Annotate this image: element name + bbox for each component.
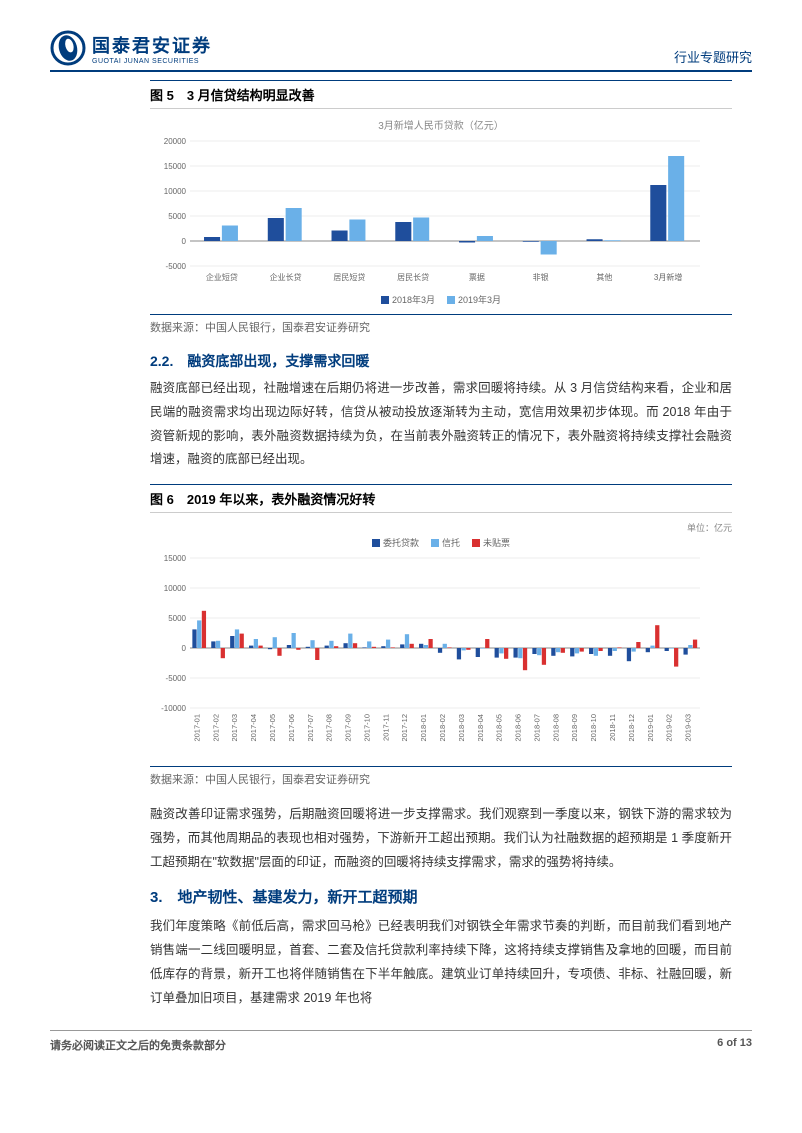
svg-text:2018-06: 2018-06 (514, 714, 523, 742)
svg-text:-10000: -10000 (161, 704, 186, 713)
svg-text:2017-05: 2017-05 (268, 714, 277, 742)
svg-text:票据: 票据 (469, 272, 485, 282)
svg-text:2017-08: 2017-08 (325, 714, 334, 742)
fig6-title: 图 6 2019 年以来，表外融资情况好转 (150, 484, 732, 513)
fig5-source: 数据来源：中国人民银行，国泰君安证券研究 (150, 314, 732, 335)
svg-text:2018-09: 2018-09 (570, 714, 579, 742)
fig6-legend-item-0: 委托贷款 (372, 536, 419, 549)
svg-text:2019-01: 2019-01 (646, 714, 655, 742)
fig6-legend-label-0: 委托贷款 (383, 536, 419, 549)
svg-text:2017-01: 2017-01 (192, 714, 201, 742)
fig5-legend-label-0: 2018年3月 (392, 293, 435, 306)
svg-text:0: 0 (182, 644, 187, 653)
para-after-fig6: 融资改善印证需求强势，后期融资回暖将进一步支撑需求。我们观察到一季度以来，钢铁下… (150, 803, 732, 874)
svg-text:10000: 10000 (164, 187, 187, 196)
svg-text:-5000: -5000 (166, 674, 187, 683)
fig5-subtitle: 3月新增人民币贷款（亿元） (150, 117, 732, 132)
logo-block: 国泰君安证券 GUOTAI JUNAN SECURITIES (50, 30, 212, 66)
fig6-source: 数据来源：中国人民银行，国泰君安证券研究 (150, 766, 732, 787)
svg-text:2018-01: 2018-01 (419, 714, 428, 742)
fig6-svg: -10000 -5000 0 5000 10000 15000 2017-01 2017-02… (150, 553, 710, 753)
fig5-legend-label-1: 2019年3月 (458, 293, 501, 306)
svg-text:2017-12: 2017-12 (400, 714, 409, 742)
section-2-2-heading: 2.2. 融资底部出现，支撑需求回暖 (150, 351, 732, 371)
svg-text:3月新增: 3月新增 (654, 272, 682, 282)
svg-text:2017-11: 2017-11 (381, 714, 390, 741)
svg-text:非银: 非银 (533, 272, 549, 282)
section-2-2-para: 融资底部已经出现，社融增速在后期仍将进一步改善，需求回暖将持续。从 3 月信贷结… (150, 377, 732, 472)
svg-text:-5000: -5000 (166, 262, 187, 271)
svg-text:2018-02: 2018-02 (438, 714, 447, 742)
fig6-legend-item-1: 信托 (431, 536, 460, 549)
fig5-legend-item-1: 2019年3月 (447, 293, 501, 306)
page-footer: 请务必阅读正文之后的免责条款部分 6 of 13 (50, 1030, 752, 1053)
fig5-legend: 2018年3月 2019年3月 (150, 293, 732, 306)
svg-text:2018-08: 2018-08 (551, 714, 560, 742)
svg-text:0: 0 (182, 237, 187, 246)
section-3-para: 我们年度策略《前低后高，需求回马枪》已经表明我们对钢铁全年需求节奏的判断，而目前… (150, 915, 732, 1010)
section-3-heading: 3. 地产韧性、基建发力，新开工超预期 (150, 886, 732, 907)
svg-text:2017-02: 2017-02 (211, 714, 220, 742)
svg-text:2017-10: 2017-10 (362, 714, 371, 742)
fig6-legend: 委托贷款 信托 未贴票 (150, 536, 732, 549)
fig5-svg: -5000 0 5000 10000 15000 20000 企业短贷 企业长贷 居民短贷 居民长… (150, 136, 710, 286)
svg-text:2018-11: 2018-11 (608, 714, 617, 741)
svg-text:15000: 15000 (164, 554, 187, 563)
svg-text:2018-10: 2018-10 (589, 714, 598, 742)
page-header: 国泰君安证券 GUOTAI JUNAN SECURITIES 行业专题研究 (50, 30, 752, 72)
svg-text:20000: 20000 (164, 137, 187, 146)
svg-text:2017-06: 2017-06 (287, 714, 296, 742)
footer-disclaimer: 请务必阅读正文之后的免责条款部分 (50, 1037, 226, 1053)
svg-text:2017-04: 2017-04 (249, 714, 258, 742)
header-category: 行业专题研究 (674, 47, 752, 66)
svg-text:企业长贷: 企业长贷 (270, 272, 302, 282)
svg-text:2019-02: 2019-02 (665, 714, 674, 742)
svg-text:2018-03: 2018-03 (457, 714, 466, 742)
fig6-legend-item-2: 未贴票 (472, 536, 510, 549)
footer-page-number: 6 of 13 (717, 1037, 752, 1053)
svg-text:2017-03: 2017-03 (230, 714, 239, 742)
svg-text:2018-05: 2018-05 (495, 714, 504, 742)
fig6-legend-label-1: 信托 (442, 536, 460, 549)
svg-text:5000: 5000 (168, 212, 186, 221)
fig5-legend-item-0: 2018年3月 (381, 293, 435, 306)
svg-text:2018-12: 2018-12 (627, 714, 636, 742)
fig6-legend-label-2: 未贴票 (483, 536, 510, 549)
svg-text:其他: 其他 (596, 272, 612, 282)
fig6-unit: 单位：亿元 (150, 521, 732, 534)
svg-text:企业短贷: 企业短贷 (206, 272, 238, 282)
svg-text:居民短贷: 居民短贷 (333, 272, 365, 282)
logo-cn-text: 国泰君安证券 (92, 32, 212, 58)
logo-en-text: GUOTAI JUNAN SECURITIES (92, 58, 212, 65)
company-logo-icon (50, 30, 86, 66)
svg-text:2019-03: 2019-03 (684, 714, 693, 742)
svg-text:2018-04: 2018-04 (476, 714, 485, 742)
fig5-title: 图 5 3 月信贷结构明显改善 (150, 80, 732, 109)
svg-text:居民长贷: 居民长贷 (397, 272, 429, 282)
svg-text:2018-07: 2018-07 (532, 714, 541, 742)
fig6-chart: 单位：亿元 委托贷款 信托 未贴票 -10000 -5000 0 5000 10000 1… (150, 513, 732, 766)
svg-text:15000: 15000 (164, 162, 187, 171)
svg-text:5000: 5000 (168, 614, 186, 623)
svg-text:10000: 10000 (164, 584, 187, 593)
fig5-chart: 3月新增人民币贷款（亿元） -5000 0 5000 10000 15000 20000 企… (150, 109, 732, 314)
svg-text:2017-07: 2017-07 (306, 714, 315, 742)
svg-text:2017-09: 2017-09 (344, 714, 353, 742)
